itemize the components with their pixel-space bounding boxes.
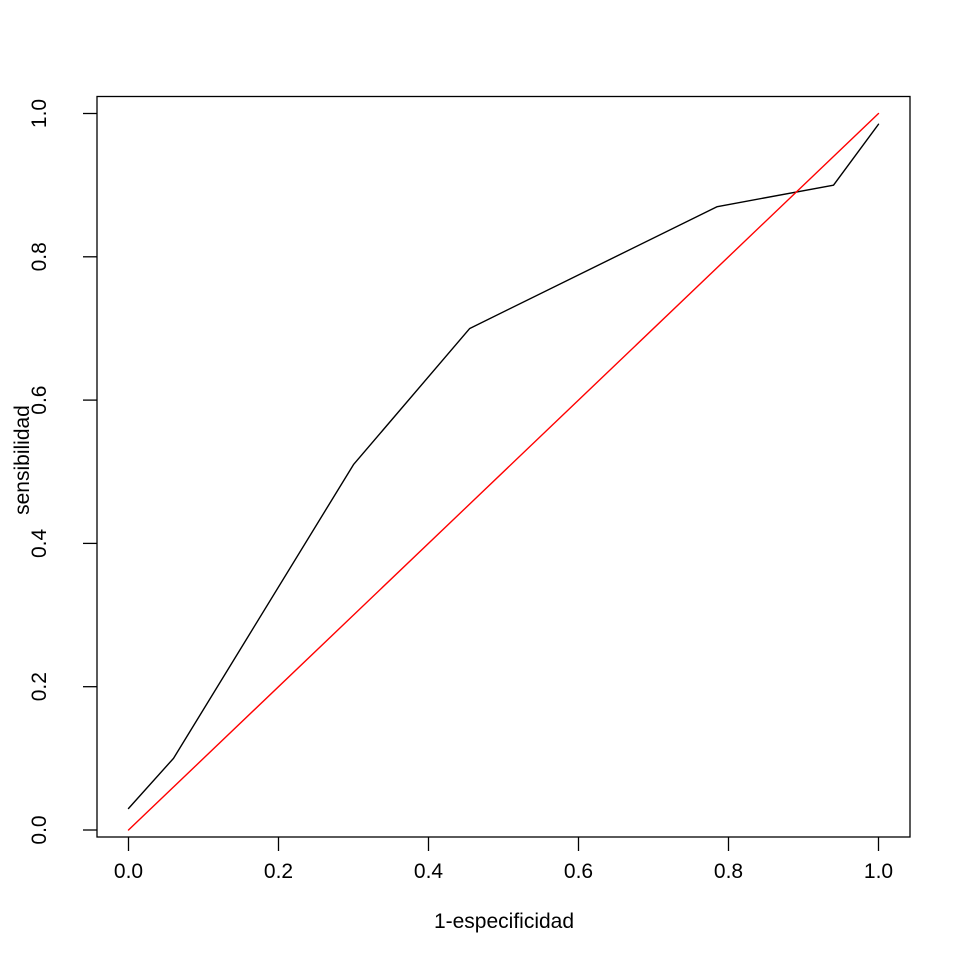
x-axis-label: 1-especificidad (434, 910, 574, 933)
y-axis-tick-label: 0.6 (28, 385, 51, 414)
x-axis-tick-label: 0.6 (564, 860, 593, 883)
y-axis-tick-label: 0.4 (28, 528, 51, 558)
y-axis-tick-label: 0.0 (28, 815, 51, 844)
x-axis-tick-label: 0.2 (264, 860, 293, 883)
y-axis-tick-label: 0.2 (28, 672, 51, 701)
x-axis-tick-label: 0.4 (414, 860, 444, 883)
x-axis-tick-label: 0.8 (714, 860, 743, 883)
y-axis-tick-label: 1.0 (28, 99, 51, 128)
y-axis-label: sensibilidad (11, 405, 34, 515)
x-axis-tick-label: 0.0 (114, 860, 143, 883)
roc-curve (127, 123, 880, 810)
plot-box (96, 95, 911, 838)
y-axis-tick-label: 0.8 (28, 242, 51, 271)
x-axis-tick-label: 1.0 (864, 860, 893, 883)
diagonal-reference-line (127, 112, 880, 831)
